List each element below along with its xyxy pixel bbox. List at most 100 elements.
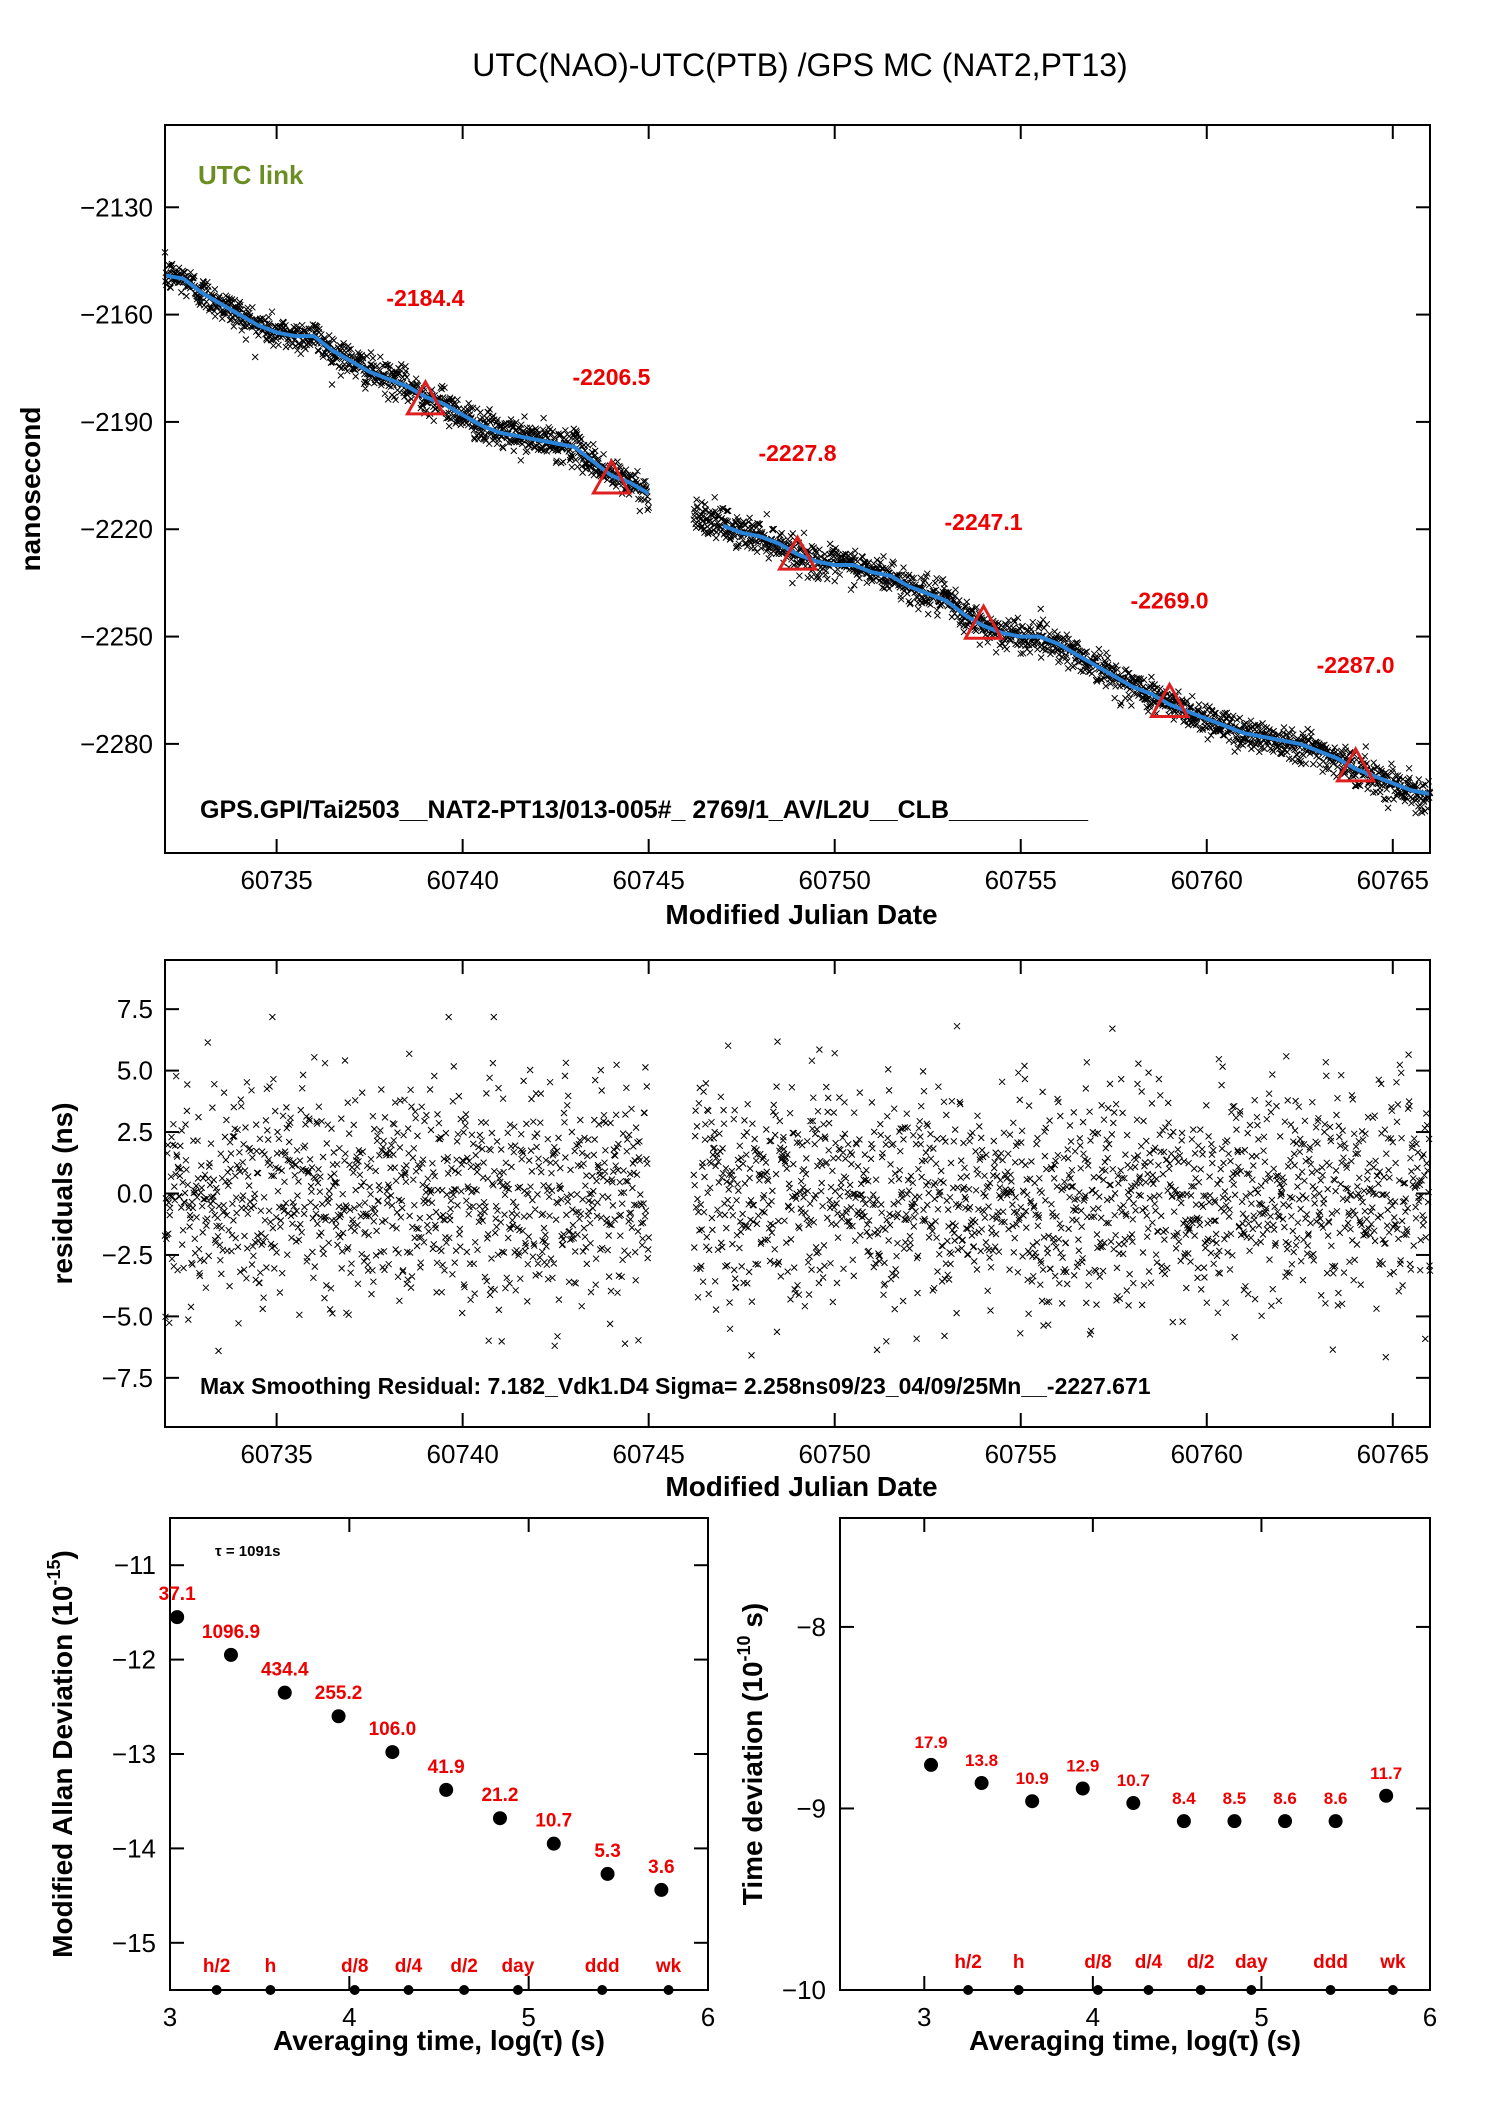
x-axis-label: Averaging time, log(τ) (s): [969, 2025, 1301, 2056]
x-tick-label: 60735: [240, 1439, 312, 1469]
tau-marker-label: h: [265, 1956, 277, 1977]
triangle-marker: [1335, 745, 1377, 783]
tau-marker-dot: [211, 1985, 222, 1995]
y-axis-label: Time deviation (10-10 s): [734, 1603, 768, 1906]
deviation-point: [600, 1866, 615, 1881]
tau-marker-label: d/2: [1187, 1952, 1214, 1973]
tau-note: τ = 1091s: [215, 1543, 281, 1560]
deviation-point: [1126, 1796, 1141, 1811]
x-tick-label: 60755: [985, 1439, 1057, 1469]
deviation-point-label: 37.1: [159, 1584, 196, 1605]
x-tick-label: 60740: [426, 865, 498, 895]
x-tick-label: 60765: [1357, 865, 1429, 895]
x-tick-label: 3: [917, 2002, 931, 2032]
tau-marker-label: ddd: [585, 1956, 620, 1977]
deviation-point: [223, 1647, 238, 1662]
tau-marker-dot: [403, 1985, 414, 1995]
deviation-point: [1379, 1788, 1394, 1803]
deviation-point: [1176, 1814, 1191, 1829]
x-tick-label: 60740: [426, 1439, 498, 1469]
deviation-point: [385, 1745, 400, 1760]
y-tick-label: 0.0: [117, 1179, 153, 1209]
y-tick-label: −2190: [80, 407, 153, 437]
y-tick-label: −2220: [80, 514, 153, 544]
tau-marker-dot: [1246, 1985, 1257, 1995]
y-axis-label: Modified Allan Deviation (10-15): [44, 1550, 78, 1958]
y-tick-label: −8: [796, 1612, 826, 1642]
x-tick-label: 60735: [240, 865, 312, 895]
y-tick-label: −12: [112, 1645, 156, 1675]
tau-marker-label: day: [502, 1956, 535, 1977]
plot-frame: [164, 124, 1431, 854]
x-tick-label: 4: [1086, 2002, 1100, 2032]
y-tick-label: −5.0: [102, 1301, 153, 1331]
x-tick-label: 3: [163, 2002, 177, 2032]
deviation-point-label: 5.3: [594, 1841, 620, 1862]
tau-marker-dot: [349, 1985, 360, 1995]
x-tick-label: 60760: [1171, 865, 1243, 895]
y-tick-label: −2250: [80, 622, 153, 652]
tau-marker-label: d/4: [395, 1956, 423, 1977]
tau-marker-dot: [1092, 1985, 1103, 1995]
deviation-point: [654, 1882, 669, 1897]
time-series-panel: -2184.4 -2206.5 -2227.8 -2247.1 -2269.0 -2287…: [15, 124, 1434, 930]
time-deviation-panel: 3 4 5 6 −8 −9 −10 17.9 13.8 10.9 12.9 10.7 8.4 8.5 8.6…: [734, 1517, 1437, 2056]
x-tick-label: 60750: [799, 1439, 871, 1469]
deviation-point: [331, 1709, 346, 1724]
y-tick-label: −7.5: [102, 1363, 153, 1393]
deviation-point: [1328, 1814, 1343, 1829]
deviation-point: [277, 1685, 292, 1700]
tau-marker-dot: [265, 1985, 276, 1995]
deviation-point-label: 3.6: [648, 1857, 674, 1878]
marker-value-label: -2247.1: [945, 509, 1023, 535]
x-tick-label: 60750: [799, 865, 871, 895]
deviation-point-label: 41.9: [428, 1757, 465, 1778]
tau-marker-label: wk: [1379, 1952, 1406, 1973]
deviation-point: [1278, 1814, 1293, 1829]
deviation-point-label: 8.6: [1324, 1789, 1348, 1808]
y-axis-label: residuals (ns): [47, 1102, 78, 1284]
marker-value-label: -2206.5: [572, 364, 650, 390]
x-tick-label: 60745: [613, 1439, 685, 1469]
deviation-point-label: 10.7: [535, 1811, 572, 1832]
triangle-marker: [962, 603, 1005, 640]
x-axis-label: Modified Julian Date: [665, 1471, 937, 1502]
deviation-point-label: 8.5: [1223, 1789, 1247, 1808]
marker-value-label: -2184.4: [386, 285, 464, 311]
deviation-point: [546, 1836, 561, 1851]
tau-marker-dot: [512, 1985, 523, 1995]
tau-marker-dot: [459, 1985, 470, 1995]
residual-annotation: Max Smoothing Residual: 7.182_Vdk1.D4 Si…: [200, 1373, 1151, 1399]
x-tick-label: 60760: [1171, 1439, 1243, 1469]
residual-scatter-crosses: [161, 1013, 1434, 1361]
x-tick-label: 4: [342, 2002, 356, 2032]
tau-marker-dot: [663, 1985, 674, 1995]
deviation-point-label: 255.2: [315, 1683, 363, 1704]
deviation-point: [439, 1782, 454, 1797]
y-tick-label: 5.0: [117, 1056, 153, 1086]
tau-marker-dot: [963, 1985, 974, 1995]
tau-marker-dot: [1195, 1985, 1206, 1995]
y-tick-label: −2.5: [102, 1240, 153, 1270]
x-tick-label: 60755: [985, 865, 1057, 895]
tau-marker-label: day: [1235, 1952, 1268, 1973]
y-tick-label: −2130: [80, 192, 153, 222]
deviation-point: [974, 1776, 989, 1791]
deviation-point-label: 434.4: [261, 1660, 309, 1681]
y-tick-label: −15: [112, 1928, 156, 1958]
deviation-point-label: 10.9: [1016, 1769, 1049, 1788]
y-tick-label: −11: [114, 1550, 156, 1580]
source-annotation: GPS.GPI/Tai2503__NAT2-PT13/013-005#_ 276…: [200, 796, 1089, 824]
triangle-marker: [404, 378, 447, 416]
tau-marker-dot: [1325, 1985, 1336, 1995]
x-tick-label: 6: [701, 2002, 715, 2032]
x-tick-label: 60765: [1357, 1439, 1429, 1469]
y-tick-label: −14: [112, 1833, 156, 1863]
x-axis-label: Modified Julian Date: [665, 899, 937, 930]
tau-marker-label: wk: [655, 1956, 682, 1977]
marker-value-label: -2227.8: [758, 440, 836, 466]
deviation-point: [924, 1757, 939, 1772]
smoothed-fit-line: [722, 523, 1431, 796]
tau-marker-label: h/2: [203, 1956, 230, 1977]
